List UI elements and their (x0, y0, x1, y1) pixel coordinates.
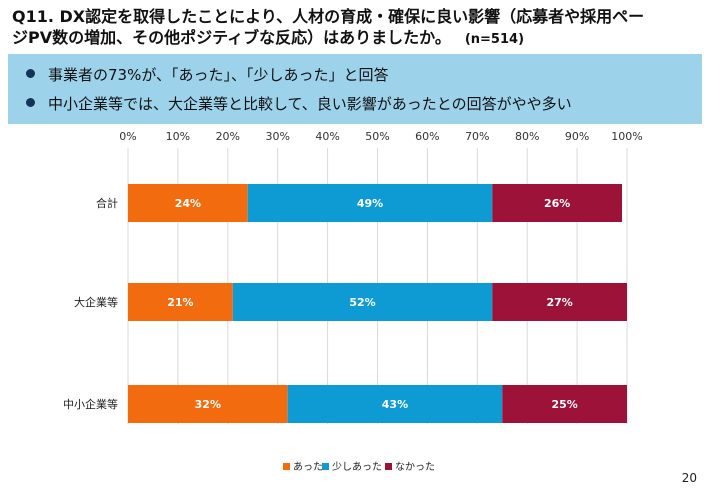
data-label: 25% (551, 398, 577, 411)
data-label: 24% (175, 197, 201, 210)
x-tick-label: 40% (315, 130, 339, 143)
bar-segment (492, 184, 623, 222)
summary-item: 中小企業等では、大企業等と比較して、良い影響があったとの回答がやや多い (26, 90, 702, 119)
legend-label: 少しあった (332, 461, 382, 473)
bullet-icon (26, 69, 35, 78)
bar-segment (492, 283, 627, 321)
page-title: Q11. DX認定を取得したことにより、人材の育成・確保に良い影響（応募者や採用… (12, 6, 702, 50)
summary-item: 事業者の73%が、「あった」、「少しあった」と回答 (26, 61, 702, 90)
x-tick-label: 0% (119, 130, 136, 143)
x-tick-label: 50% (365, 130, 389, 143)
data-label: 32% (195, 398, 221, 411)
category-label: 大企業等 (74, 295, 118, 309)
x-tick-label: 80% (515, 130, 539, 143)
bar-segment (232, 283, 493, 321)
x-tick-label: 90% (565, 130, 589, 143)
page-number: 20 (681, 471, 697, 485)
data-label: 52% (349, 296, 375, 309)
summary-box: 事業者の73%が、「あった」、「少しあった」と回答 中小企業等では、大企業等と比… (8, 54, 702, 124)
legend-swatch (322, 463, 329, 470)
x-tick-label: 60% (415, 130, 439, 143)
x-tick-label: 100% (611, 130, 642, 143)
x-tick-label: 70% (465, 130, 489, 143)
data-label: 27% (546, 296, 572, 309)
title-line-2: ジPV数の増加、その他ポジティブな反応）はありましたか。 (12, 28, 451, 47)
data-label: 21% (167, 296, 193, 309)
x-tick-label: 30% (265, 130, 289, 143)
data-label: 26% (544, 197, 570, 210)
x-tick-label: 10% (166, 130, 190, 143)
bar-segment (128, 184, 248, 222)
legend-swatch (283, 463, 290, 470)
data-label: 49% (357, 197, 383, 210)
legend-swatch (385, 463, 392, 470)
bar-segment (502, 385, 627, 423)
summary-text: 中小企業等では、大企業等と比較して、良い影響があったとの回答がやや多い (48, 95, 572, 113)
bar-segment (128, 283, 233, 321)
category-label: 合計 (96, 196, 118, 210)
bar-segment (247, 184, 493, 222)
data-label: 43% (382, 398, 408, 411)
summary-text: 事業者の73%が、「あった」、「少しあった」と回答 (48, 66, 389, 84)
bar-segment (128, 385, 288, 423)
legend-label: あった (293, 461, 323, 473)
bullet-icon (26, 98, 35, 107)
x-tick-label: 20% (216, 130, 240, 143)
legend-label: なかった (395, 461, 435, 473)
category-label: 中小企業等 (63, 397, 118, 411)
bar-segment (287, 385, 503, 423)
sample-size: (n=514) (464, 32, 525, 47)
title-line-1: Q11. DX認定を取得したことにより、人材の育成・確保に良い影響（応募者や採用… (12, 7, 645, 26)
